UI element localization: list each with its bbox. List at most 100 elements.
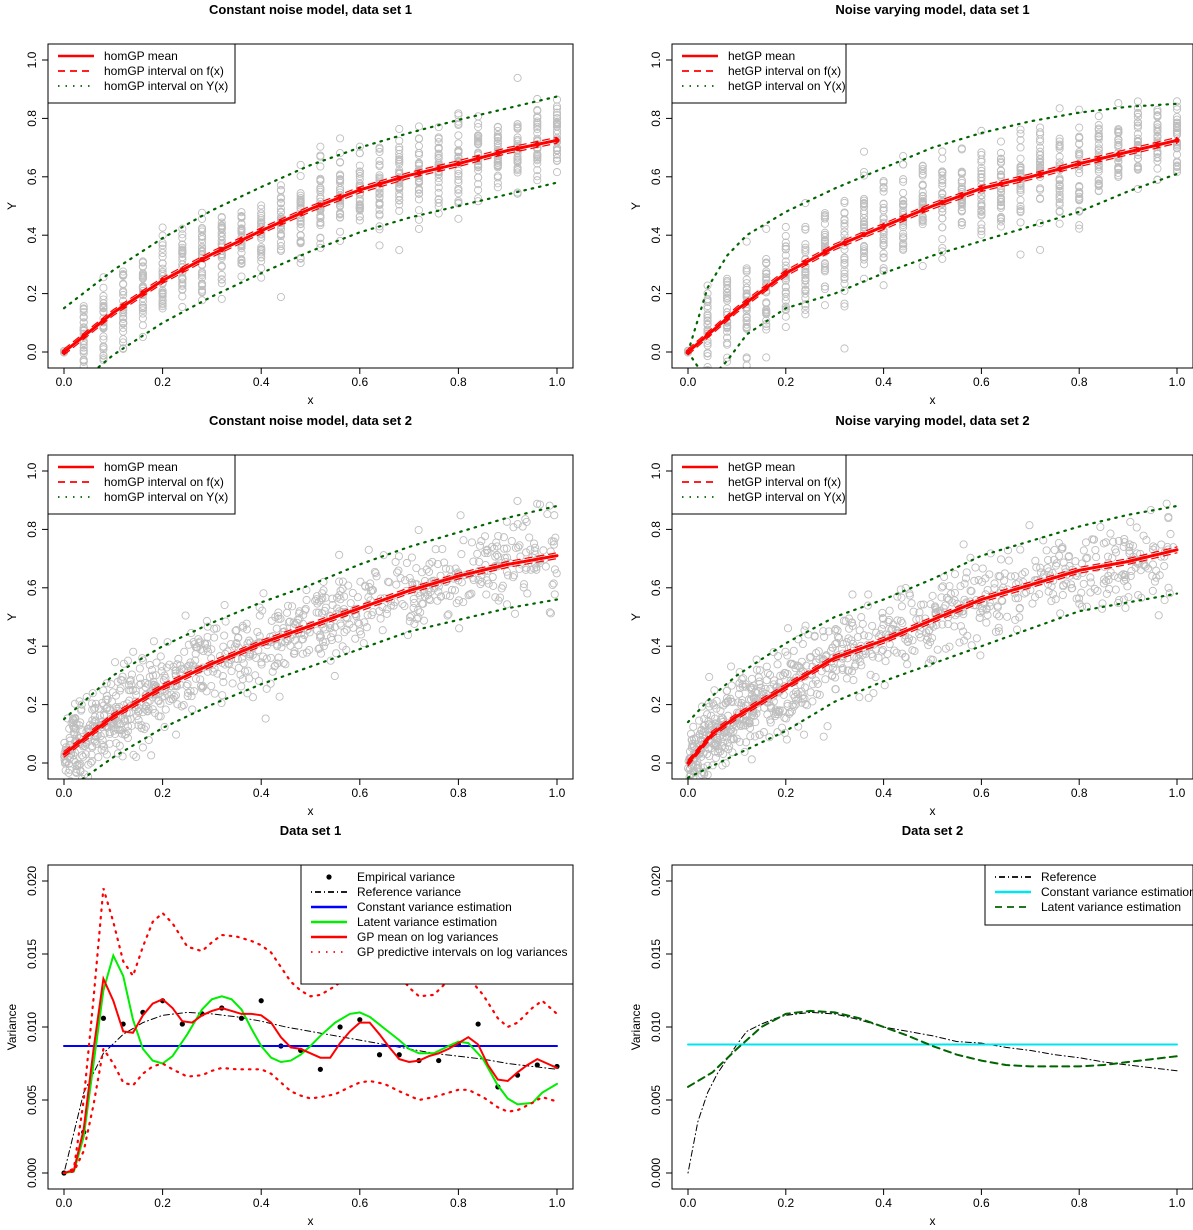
observation-point — [193, 643, 202, 652]
observation-point — [473, 549, 482, 558]
observation-point — [937, 583, 946, 592]
observation-point — [820, 282, 829, 291]
observation-point — [552, 108, 562, 117]
observation-point — [217, 232, 226, 241]
x-tick-label: 0.4 — [253, 375, 270, 389]
observation-point — [801, 222, 810, 231]
observation-point — [253, 627, 262, 636]
observation-point — [180, 647, 189, 656]
observation-point — [545, 608, 554, 617]
observation-point — [838, 665, 847, 674]
observation-point — [1114, 598, 1123, 608]
observation-point — [410, 619, 419, 628]
observation-point — [1114, 141, 1123, 150]
observation-point — [266, 653, 275, 662]
series-line-0 — [62, 554, 559, 756]
observation-point — [321, 625, 330, 634]
observation-point — [433, 596, 442, 605]
observation-point — [375, 171, 384, 180]
observation-point — [154, 712, 163, 721]
observation-point — [197, 235, 207, 244]
observation-point — [789, 702, 798, 711]
observation-point — [217, 236, 226, 245]
series-line-1 — [63, 1011, 558, 1174]
x-tick-label: 0.0 — [56, 786, 73, 800]
observation-point — [703, 310, 712, 319]
observation-point — [474, 119, 483, 128]
observation-point — [489, 581, 498, 590]
observation-point — [434, 178, 443, 187]
observation-point — [276, 225, 285, 234]
observation-point — [779, 671, 788, 680]
observation-point — [891, 625, 900, 634]
legend-label: hetGP interval on Y(x) — [728, 79, 846, 93]
observation-point — [474, 131, 483, 140]
observation-point — [1114, 162, 1123, 171]
observation-point — [896, 585, 905, 594]
observation-point — [1082, 602, 1091, 611]
observation-point — [333, 604, 342, 613]
legend-label: homGP mean — [104, 49, 178, 63]
observation-point — [444, 610, 453, 619]
plot-area — [60, 496, 561, 779]
observation-point — [687, 743, 696, 752]
observation-point — [395, 155, 404, 164]
observation-point — [928, 633, 937, 643]
observation-point — [371, 569, 380, 578]
observation-point — [493, 161, 502, 170]
observation-point — [395, 136, 404, 145]
replicate-mean-point — [160, 277, 166, 284]
observation-point — [223, 647, 232, 656]
observation-point — [1094, 181, 1103, 190]
observation-point — [747, 711, 756, 720]
observation-point — [138, 332, 147, 342]
observation-point — [355, 201, 364, 210]
observation-point — [1016, 206, 1025, 216]
observation-point — [119, 335, 128, 344]
panel-1: Constant noise model, data set 10.0 0.2 0.… — [5, 2, 574, 407]
observation-point — [454, 171, 463, 180]
observation-point — [736, 684, 745, 693]
observation-point — [916, 633, 925, 642]
observation-point — [367, 611, 376, 620]
observation-point — [926, 637, 935, 646]
observation-point — [266, 679, 275, 688]
observation-point — [755, 679, 764, 689]
observation-point — [431, 545, 440, 554]
observation-point — [355, 196, 364, 206]
observation-point — [776, 671, 785, 680]
observation-point — [840, 215, 849, 224]
observation-point — [798, 639, 807, 649]
observation-point — [217, 218, 226, 227]
f-interval-upper — [63, 552, 558, 752]
observation-point — [1051, 561, 1061, 570]
observation-point — [874, 653, 883, 662]
observation-point — [879, 241, 888, 250]
observation-point — [271, 612, 280, 622]
observation-point — [1132, 523, 1141, 532]
observation-point — [820, 211, 829, 220]
observation-point — [187, 628, 196, 638]
observation-point — [1094, 121, 1103, 130]
observation-point — [899, 244, 908, 253]
observation-point — [338, 642, 347, 651]
observation-point — [469, 557, 478, 566]
observation-point — [344, 581, 353, 590]
observation-point — [721, 699, 730, 708]
observation-point — [781, 257, 790, 266]
observation-point — [152, 658, 161, 667]
observation-point — [509, 573, 518, 582]
observation-point — [1142, 536, 1151, 545]
observation-point — [781, 251, 790, 260]
observation-point — [375, 222, 384, 231]
observation-point — [533, 120, 542, 129]
observation-point — [813, 679, 822, 688]
observation-point — [134, 715, 143, 724]
observation-point — [840, 219, 849, 228]
observation-point — [226, 640, 235, 649]
observation-point — [237, 654, 246, 663]
observation-point — [276, 292, 285, 302]
observation-point — [77, 705, 86, 714]
observation-point — [1004, 556, 1013, 565]
y-tick-label: 0.6 — [649, 168, 663, 185]
